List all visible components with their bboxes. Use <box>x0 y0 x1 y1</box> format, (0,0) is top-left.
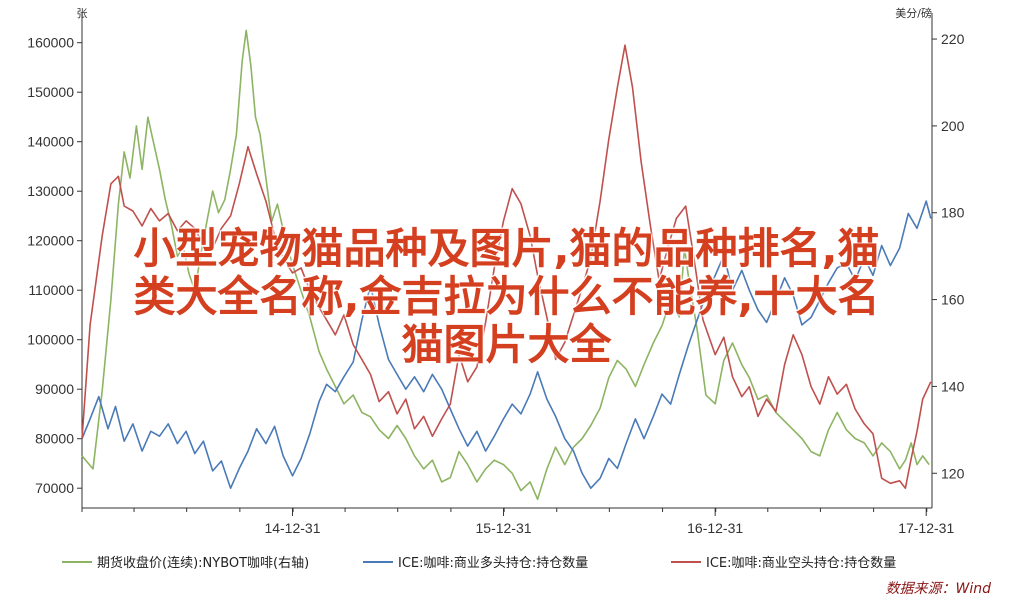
right-tick-label: 160 <box>941 292 965 308</box>
overlay-title-line-2: 类大全名称,金吉拉为什么不能养,十大名 <box>133 272 880 321</box>
x-tick-label: 15-12-31 <box>476 520 532 536</box>
overlay-title-line-3: 猫图片大全 <box>401 320 612 369</box>
series-line-2 <box>81 200 932 490</box>
right-tick-label: 200 <box>941 118 965 134</box>
left-tick-label: 140000 <box>27 134 74 150</box>
left-tick-label: 160000 <box>27 35 74 51</box>
left-tick-label: 70000 <box>35 480 74 496</box>
left-tick-label: 110000 <box>28 282 74 298</box>
left-axis-unit: 张 <box>77 7 88 20</box>
x-axis-ticks: 14-12-31 15-12-31 16-12-31 17-12-31 <box>81 508 954 536</box>
right-tick-label: 220 <box>941 31 965 47</box>
left-tick-label: 150000 <box>27 84 74 100</box>
right-axis-ticks: 120 140 160 180 200 220 <box>932 31 965 481</box>
right-axis-unit: 美分/磅 <box>895 6 932 20</box>
overlay-title: 小型宠物猫品种及图片,猫的品种排名,猫 类大全名称,金吉拉为什么不能养,十大名 … <box>0 225 1013 369</box>
legend-label-3: ICE:咖啡:商业空头持仓:持仓数量 <box>706 556 896 571</box>
legend-label-2: ICE:咖啡:商业多头持仓:持仓数量 <box>398 555 588 571</box>
left-tick-label: 120000 <box>27 233 74 249</box>
left-tick-label: 100000 <box>27 332 74 348</box>
series-line-1 <box>81 29 930 501</box>
x-tick-label: 14-12-31 <box>264 520 320 536</box>
source-label: 数据来源：Wind <box>885 581 992 597</box>
series-lines <box>81 29 932 501</box>
overlay-title-line-1: 小型宠物猫品种及图片,猫的品种排名,猫 <box>133 224 880 273</box>
legend-label-1: 期货收盘价(连续):NYBOT咖啡(右轴) <box>97 555 309 571</box>
series-line-3 <box>81 44 932 490</box>
right-tick-label: 120 <box>941 465 965 481</box>
left-tick-label: 80000 <box>35 431 74 447</box>
left-axis-ticks: 70000 80000 90000 100000 110000 120000 130000 1… <box>27 35 82 496</box>
right-tick-label: 140 <box>941 378 965 394</box>
left-tick-label: 130000 <box>27 183 74 199</box>
left-tick-label: 90000 <box>35 381 74 397</box>
x-tick-label: 16-12-31 <box>687 520 743 536</box>
legend: 期货收盘价(连续):NYBOT咖啡(右轴) ICE:咖啡:商业多头持仓:持仓数量 I… <box>62 555 896 571</box>
x-tick-label: 17-12-31 <box>898 520 954 536</box>
right-tick-label: 180 <box>941 205 965 221</box>
